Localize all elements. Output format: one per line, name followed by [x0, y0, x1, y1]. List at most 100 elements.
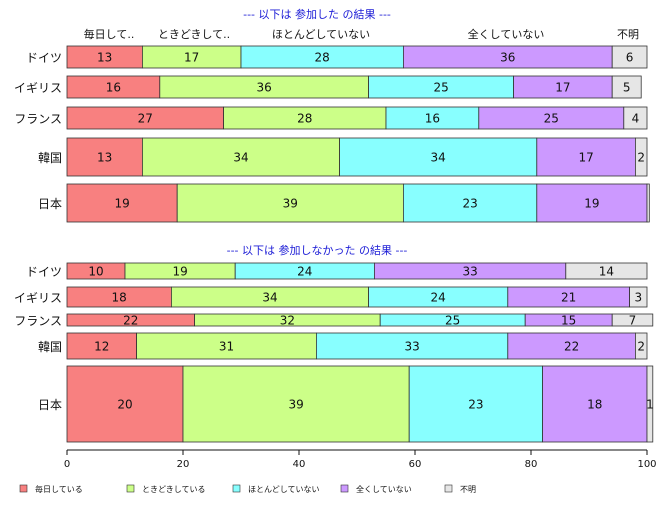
legend-swatch [126, 484, 135, 493]
segment-value-label: 16 [106, 81, 121, 95]
legend-label: 毎日している [35, 484, 83, 494]
x-tick-label: 80 [525, 459, 538, 470]
segment-value-label: 18 [587, 398, 602, 412]
segment-value-label: 16 [425, 112, 440, 126]
legend-swatch [232, 484, 241, 493]
bar-segment [402, 183, 538, 223]
category-header-label: ほとんどしていない [272, 28, 370, 41]
segment-value-label: 25 [433, 81, 448, 95]
bar-segment [536, 183, 648, 223]
segment-value-label: 13 [97, 51, 112, 65]
row-label: 日本 [38, 398, 62, 412]
bar-segment [623, 106, 648, 130]
segment-value-label: 23 [468, 398, 483, 412]
row-label: フランス [14, 314, 62, 328]
segment-value-label: 14 [599, 265, 614, 279]
row-label: 韓国 [38, 340, 62, 354]
segment-value-label: 19 [172, 265, 187, 279]
bar-segment [536, 137, 636, 177]
panel-title: --- 以下は 参加しなかった の結果 --- [227, 243, 408, 257]
x-tick-label: 0 [64, 459, 70, 470]
segment-value-label: 25 [445, 314, 460, 328]
bar-segment [66, 365, 184, 443]
segment-value-label: 1 [646, 398, 654, 412]
bar-segment [611, 75, 642, 99]
bar-segment [182, 365, 410, 443]
segment-value-label: 17 [578, 151, 593, 165]
bar-segment [136, 332, 317, 360]
legend-swatch [19, 484, 28, 493]
x-tick-label: 20 [177, 459, 190, 470]
x-tick-label: 100 [637, 459, 656, 470]
bar-segment [611, 45, 648, 69]
segment-value-label: 24 [431, 291, 446, 305]
bar-segment [66, 332, 137, 360]
segment-value-label: 4 [632, 112, 640, 126]
segment-value-label: 5 [623, 81, 631, 95]
segment-value-label: 15 [561, 314, 576, 328]
segment-value-label: 34 [262, 291, 277, 305]
segment-value-label: 2 [637, 340, 645, 354]
category-header-label: ときどきして.. [158, 28, 230, 41]
segment-value-label: 28 [315, 51, 330, 65]
bar-segment [646, 365, 654, 443]
bar-segment [141, 137, 340, 177]
row-label: ドイツ [26, 265, 62, 279]
panel-title: --- 以下は 参加した の結果 --- [243, 7, 391, 21]
bar-segment [339, 137, 538, 177]
segment-value-label: 27 [138, 112, 153, 126]
segment-value-label: 10 [88, 265, 103, 279]
bar-segment [66, 183, 178, 223]
x-tick-label: 40 [293, 459, 306, 470]
segment-value-label: 28 [297, 112, 312, 126]
segment-value-label: 13 [97, 151, 112, 165]
bar-segment [66, 137, 143, 177]
bar-segment [635, 137, 648, 177]
segment-value-label: 7 [629, 314, 637, 328]
segment-value-label: 36 [257, 81, 272, 95]
segment-value-label: 12 [94, 340, 109, 354]
segment-value-label: 18 [112, 291, 127, 305]
segment-value-label: 2 [637, 151, 645, 165]
row-label: イギリス [14, 291, 62, 305]
legend-swatch [340, 484, 349, 493]
row-label: ドイツ [26, 51, 62, 65]
segment-value-label: 33 [404, 340, 419, 354]
segment-value-label: 31 [219, 340, 234, 354]
category-header-label: 全くしていない [468, 27, 545, 41]
segment-value-label: 36 [500, 51, 515, 65]
bar-segment [646, 183, 650, 223]
bar-segment [565, 262, 648, 280]
segment-value-label: 19 [584, 197, 599, 211]
bar-segment [635, 332, 648, 360]
segment-value-label: 17 [555, 81, 570, 95]
row-label: 日本 [38, 197, 62, 211]
segment-value-label: 17 [184, 51, 199, 65]
segment-value-label: 32 [280, 314, 295, 328]
segment-value-label: 34 [431, 151, 446, 165]
segment-value-label: 34 [233, 151, 248, 165]
row-label: 韓国 [38, 151, 62, 165]
bar-segment [507, 332, 636, 360]
legend-label: ほとんどしていない [248, 485, 320, 494]
segment-value-label: 24 [297, 265, 312, 279]
segment-value-label: 39 [283, 197, 298, 211]
bar-segment [629, 286, 648, 308]
bar-segment [542, 365, 648, 443]
segment-value-label: 23 [462, 197, 477, 211]
segment-value-label: 3 [634, 291, 642, 305]
category-header-label: 毎日して.. [84, 28, 135, 41]
legend-swatch [444, 484, 453, 493]
segment-value-label: 6 [626, 51, 634, 65]
legend-label: 全くしていない [356, 484, 412, 494]
segment-value-label: 22 [564, 340, 579, 354]
segment-value-label: 33 [462, 265, 477, 279]
segment-value-label: 39 [288, 398, 303, 412]
legend-label: 不明 [460, 485, 476, 494]
segment-value-label: 20 [117, 398, 132, 412]
bar-segment [408, 365, 544, 443]
segment-value-label: 25 [544, 112, 559, 126]
segment-value-label: 21 [561, 291, 576, 305]
row-label: イギリス [14, 81, 62, 95]
segment-value-label: 22 [123, 314, 138, 328]
